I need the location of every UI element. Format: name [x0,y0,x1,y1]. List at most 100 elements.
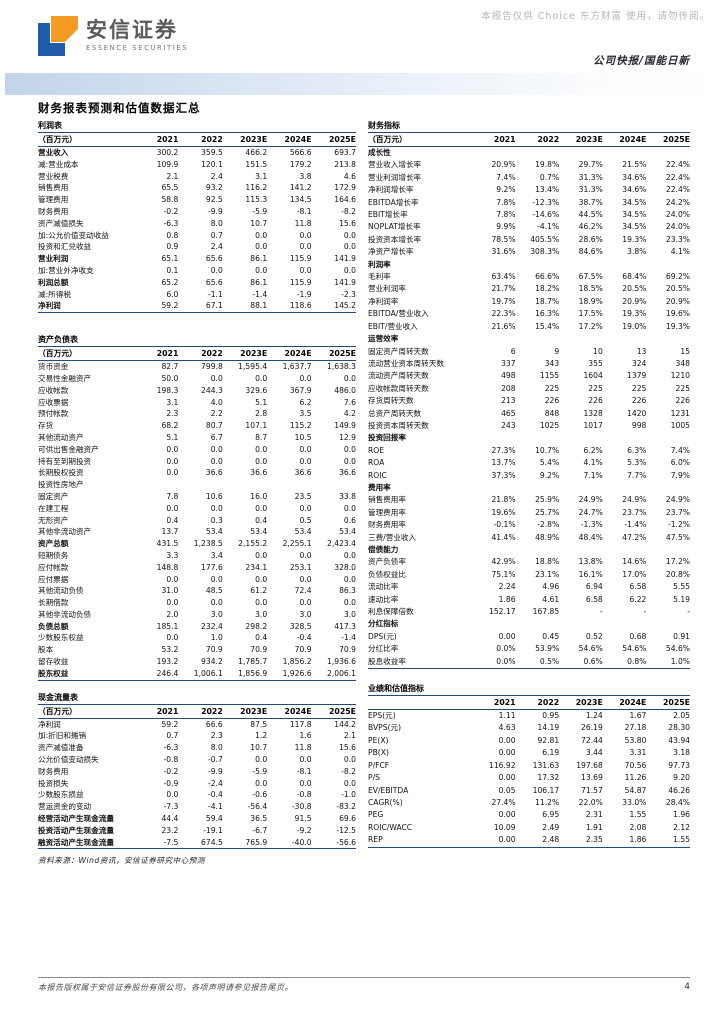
unit-header: （百万元） [38,133,134,147]
cell-value: 3.8% [627,247,647,257]
cell-value: 431.5 [156,539,179,549]
cell-value: 0.00 [498,835,516,845]
cell-value: 1210 [670,371,690,381]
cell-value: 244.3 [201,385,223,395]
table-row: EBIT增长率 7.8% -14.6% 44.5% 34.5% 24.0% [368,209,690,221]
row-label: 负债总额 [38,621,69,631]
cell-value: 1,936.6 [327,657,356,667]
year-header: 2022 [178,133,223,147]
cell-value: -0.6 [252,790,268,800]
table-row: DPS(元) 0.00 0.45 0.52 0.68 0.91 [368,631,690,643]
cell-value: 26.19 [581,723,603,733]
year-header: 2024E [602,696,647,711]
cell-value: 2,255.1 [282,539,312,549]
cell-value: -0.2 [163,206,179,216]
cell-value: 0.0 [255,778,268,788]
cell-value: 1025 [539,420,560,430]
cell-value: -0.4 [296,633,312,643]
cell-value: 23.5 [294,491,312,501]
cell-value: -0.1% [493,520,516,530]
cell-value: 2,155.2 [238,539,268,549]
table-row: 费用率 [368,482,690,494]
table-row: PB(X) 0.00 6.19 3.44 3.31 3.18 [368,747,690,759]
cell-value: 107.1 [245,421,268,431]
cell-value: -8.1 [296,766,312,776]
cell-value: 1379 [627,371,647,381]
cell-value: 8.0 [210,743,223,753]
cell-value: -1.9 [296,289,312,299]
cell-value: 226 [675,396,691,406]
cell-value: 10.7 [250,218,268,228]
essence-securities-logo-icon [38,16,78,56]
cell-value [603,544,647,556]
cell-value: -7.3 [163,802,179,812]
cell-value: -1.2% [667,520,690,530]
cell-value [559,544,603,556]
cell-value [312,479,356,491]
year-header: 2024E [602,133,647,147]
cell-value [472,259,516,271]
row-label: 无形资产 [38,515,69,525]
row-label: 预付帐款 [38,409,69,419]
cell-value: 3.3 [166,550,179,560]
cell-value: 44.5% [578,210,603,220]
cell-value: 0.4 [255,515,268,525]
row-label: 股东权益 [38,668,69,678]
cell-value: 0.0 [255,242,268,252]
cell-value: 566.6 [289,148,312,157]
table-row: 持有至到期投资 0.0 0.0 0.0 0.0 0.0 [38,456,356,468]
cell-value: 2.3 [166,409,179,419]
cell-value: -2.8% [537,520,560,530]
cell-value: 20.9% [491,160,516,170]
cell-value: 0.5% [539,656,560,666]
table-row: 股息收益率 0.0% 0.5% 0.6% 0.8% 1.0% [368,656,690,669]
cell-value: 225 [588,383,603,393]
cell-value: 31.6% [491,247,516,257]
cell-value: 68.4% [622,272,647,282]
cell-value: 17.2% [578,321,603,331]
cell-value: 70.9 [339,645,356,655]
brand-name-en: ESSENCE SECURITIES [86,44,189,52]
cell-value: 6.95 [542,810,560,820]
cell-value: 24.9% [665,495,690,505]
cell-value: 48.4% [578,532,603,542]
cell-value: 23.2 [161,825,179,835]
table-row: 存货 68.2 80.7 107.1 115.2 149.9 [38,420,356,432]
right-column: 财务指标 （百万元） 2021 2022 2023E 2024E 2025E 成长性 营业收入增… [368,120,690,866]
row-label: 应收帐款 [38,385,69,395]
year-header: 2022 [178,347,223,362]
cell-value: 3.0 [210,609,223,619]
cell-value: 6.0% [670,458,690,468]
row-label: 投资和汇兑收益 [38,242,92,252]
cell-value: 53.9% [535,644,560,654]
cell-value: 22.3% [491,309,516,319]
cell-value: 54.6% [665,644,690,654]
cell-value: -1.0 [341,790,356,800]
table-row: 管理费用率 19.6% 25.7% 24.7% 23.7% 23.7% [368,507,690,519]
cell-value: 1.11 [498,711,516,721]
cell-value: 69.2% [665,272,690,282]
year-header: 2022 [178,704,223,719]
page-title: 财务报表预测和估值数据汇总 [38,101,201,115]
table-row: 公允价值变动损失 -0.8 -0.7 0.0 0.0 0.0 [38,754,356,766]
table-row: 加:营业外净收支 0.1 0.0 0.0 0.0 0.0 [38,265,356,277]
page-footer: 本报告版权属于安信证券股份有限公司，各项声明请参见报告尾页。 4 [38,977,690,993]
table-row: ROIC/WACC 10.09 2.49 1.91 2.08 2.12 [368,822,690,834]
cell-value: -0.2 [163,766,179,776]
cell-value: -9.9 [207,766,223,776]
row-label: 固定资产周转天数 [368,346,429,356]
row-label: 存货 [38,421,54,431]
cell-value: 0.1 [166,265,179,275]
cell-value: 10.09 [493,822,516,832]
cell-value: 22.4% [665,172,690,182]
cell-value: 117.8 [289,719,312,729]
cell-value: 20.8% [665,569,690,579]
cell-value: 14.6% [622,557,647,567]
cell-value: 0.0 [343,755,356,765]
table-row: 成长性 [368,147,690,160]
cell-value: 70.56 [624,760,647,770]
cell-value: 53.2 [161,645,179,655]
cell-value: 17.32 [537,773,560,783]
cell-value: 47.5% [665,532,690,542]
cell-value [603,147,647,160]
